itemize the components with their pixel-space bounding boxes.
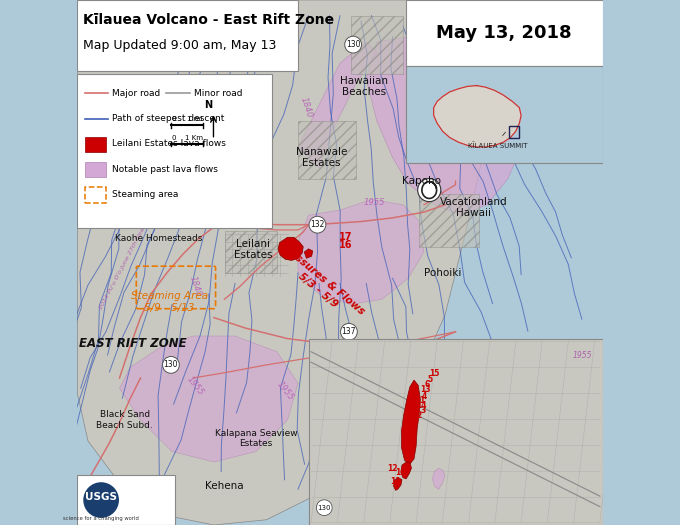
Text: 17: 17	[339, 232, 352, 243]
Polygon shape	[401, 380, 420, 464]
Text: 0: 0	[171, 116, 176, 122]
Text: Hawaiian
Beaches: Hawaiian Beaches	[339, 76, 388, 98]
Text: Steaming Area
5/9 - 5/13: Steaming Area 5/9 - 5/13	[131, 291, 208, 313]
Text: 1955: 1955	[573, 351, 592, 360]
Circle shape	[345, 36, 362, 53]
Text: 15: 15	[429, 369, 440, 379]
Text: Nanawale
Estates: Nanawale Estates	[296, 146, 347, 169]
Text: 1 Km: 1 Km	[185, 135, 203, 141]
Text: 12: 12	[387, 464, 398, 473]
Circle shape	[418, 178, 441, 202]
Polygon shape	[401, 462, 411, 479]
Text: Kehena: Kehena	[205, 480, 244, 491]
Text: 4: 4	[422, 392, 426, 402]
Text: 130: 130	[318, 505, 331, 511]
Polygon shape	[305, 249, 313, 258]
Text: May 13, 2018: May 13, 2018	[437, 24, 572, 42]
Bar	[298, 121, 356, 178]
Polygon shape	[88, 84, 130, 158]
Bar	[85, 136, 106, 152]
Bar	[78, 0, 298, 71]
Polygon shape	[120, 126, 182, 226]
Text: 2014 Pu'u O'o June 27th Flow: 2014 Pu'u O'o June 27th Flow	[98, 226, 146, 310]
Text: Major road: Major road	[112, 89, 160, 98]
Text: 137: 137	[341, 327, 356, 337]
Text: Kīlauea Volcano - East Rift Zone: Kīlauea Volcano - East Rift Zone	[83, 13, 334, 27]
Polygon shape	[298, 42, 377, 168]
Text: 1955: 1955	[186, 375, 206, 397]
Bar	[85, 187, 106, 203]
Text: 1955: 1955	[275, 380, 295, 402]
Circle shape	[83, 482, 119, 518]
Text: 10: 10	[395, 468, 406, 477]
Bar	[78, 74, 272, 228]
Text: 0: 0	[171, 135, 176, 141]
Text: 1955: 1955	[474, 113, 495, 123]
Bar	[350, 16, 403, 74]
Text: Kaohe Homesteads: Kaohe Homesteads	[115, 234, 203, 244]
Text: 14: 14	[417, 401, 427, 410]
Polygon shape	[394, 478, 402, 490]
Bar	[309, 339, 602, 525]
Text: 13: 13	[420, 385, 430, 394]
Polygon shape	[120, 336, 298, 462]
Text: science for a changing world: science for a changing world	[63, 516, 139, 521]
Polygon shape	[78, 0, 529, 525]
Polygon shape	[434, 86, 521, 147]
Text: 3: 3	[420, 406, 426, 415]
Text: 130: 130	[164, 360, 178, 370]
Text: Opihikao: Opihikao	[335, 365, 381, 375]
Text: Fissures & Flows
5/3 - 5/9: Fissures & Flows 5/3 - 5/9	[277, 246, 367, 326]
Circle shape	[163, 356, 180, 373]
Text: 1 mi: 1 mi	[188, 116, 203, 122]
Text: Notable past lava flows: Notable past lava flows	[112, 164, 218, 174]
Text: Leilani Estates lava flows: Leilani Estates lava flows	[112, 139, 226, 149]
Text: 7: 7	[413, 416, 418, 426]
Text: 1840: 1840	[188, 275, 203, 298]
Text: 6: 6	[424, 380, 430, 389]
Text: 16: 16	[339, 239, 352, 250]
Text: Black Sand
Beach Subd.: Black Sand Beach Subd.	[97, 411, 153, 429]
Bar	[419, 194, 479, 247]
Text: 8: 8	[401, 427, 406, 436]
Text: 132: 132	[310, 220, 324, 229]
Text: Kapoho: Kapoho	[402, 176, 441, 186]
Text: 1840: 1840	[299, 96, 313, 119]
Bar	[509, 126, 518, 138]
Text: 130: 130	[346, 40, 360, 49]
Text: Pāhoa: Pāhoa	[171, 206, 209, 219]
Polygon shape	[278, 237, 303, 260]
Text: EAST RIFT ZONE: EAST RIFT ZONE	[79, 338, 186, 350]
Text: Path of steepest descent: Path of steepest descent	[112, 114, 224, 123]
Circle shape	[341, 323, 357, 340]
Text: 1: 1	[419, 395, 424, 405]
Circle shape	[316, 500, 332, 516]
Polygon shape	[432, 468, 445, 489]
Bar	[78, 475, 175, 525]
Text: USGS: USGS	[85, 492, 117, 502]
Text: 1955: 1955	[363, 197, 385, 207]
Text: Minor road: Minor road	[194, 89, 242, 98]
Text: KĪLAUEA SUMMIT: KĪLAUEA SUMMIT	[468, 143, 527, 149]
Text: 5: 5	[428, 374, 433, 384]
Text: 9: 9	[405, 440, 410, 450]
Circle shape	[309, 216, 326, 233]
Text: 1960: 1960	[418, 124, 439, 133]
Text: Map Updated 9:00 am, May 13: Map Updated 9:00 am, May 13	[83, 39, 276, 52]
Text: Pohoiki: Pohoiki	[424, 268, 461, 278]
Bar	[224, 231, 277, 273]
Text: N: N	[204, 100, 212, 110]
Text: 2: 2	[416, 411, 422, 421]
Text: Kalapana Seaview
Estates: Kalapana Seaview Estates	[215, 429, 297, 448]
Text: Vacationland
Hawaii: Vacationland Hawaii	[440, 196, 508, 218]
Bar	[85, 162, 106, 177]
Bar	[406, 0, 602, 66]
Text: 11: 11	[390, 477, 401, 487]
Bar	[406, 66, 602, 163]
Polygon shape	[298, 200, 424, 304]
Text: Steaming area: Steaming area	[112, 190, 179, 199]
Text: Leilani
Estates: Leilani Estates	[234, 238, 273, 260]
Polygon shape	[367, 37, 529, 215]
